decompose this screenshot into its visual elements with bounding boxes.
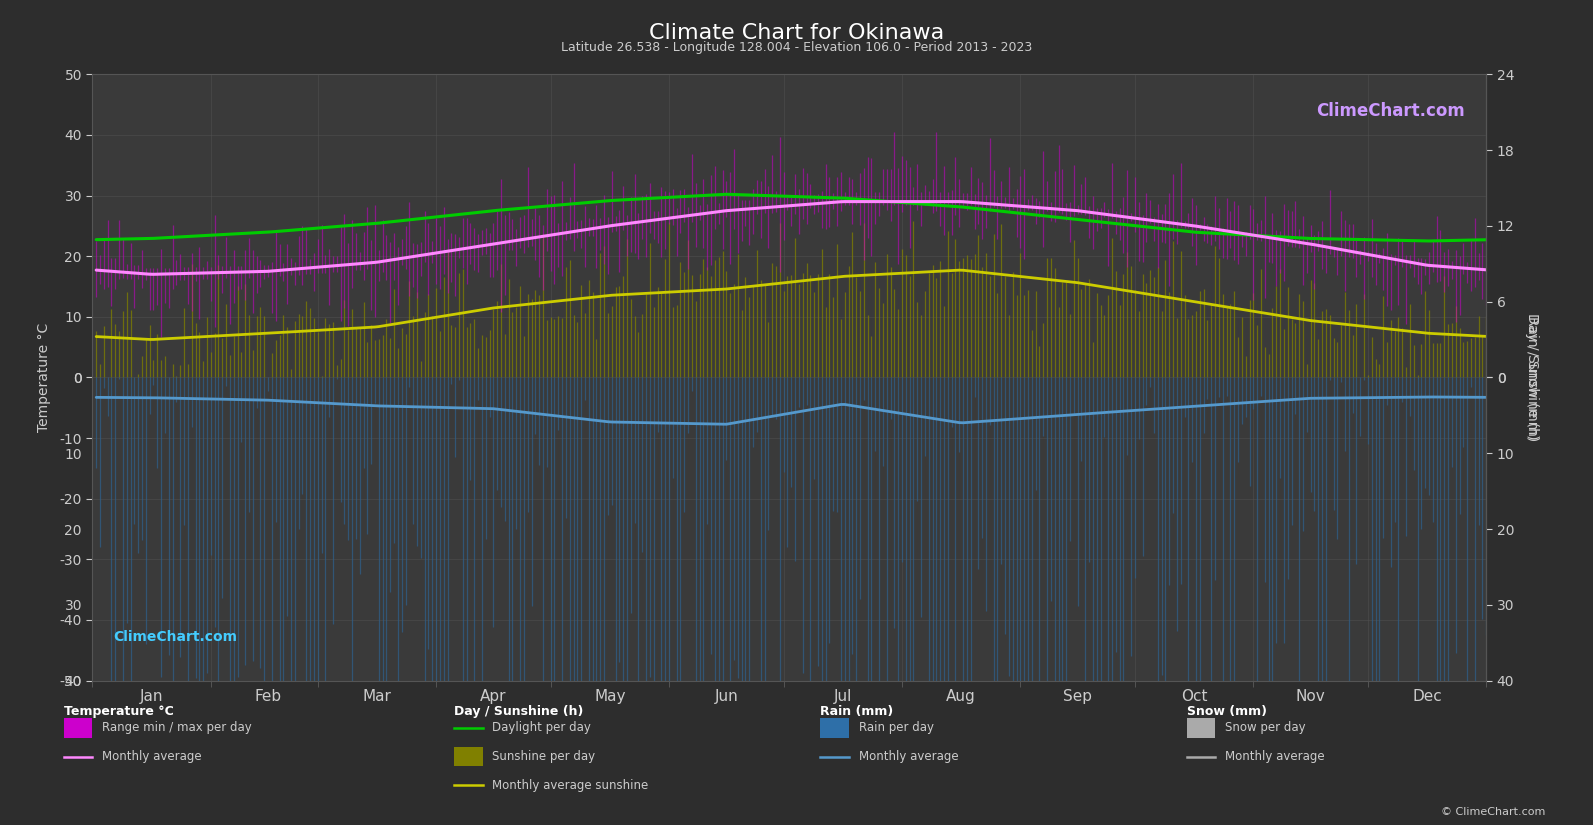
Text: ClimeChart.com: ClimeChart.com — [1316, 101, 1466, 120]
Text: Climate Chart for Okinawa: Climate Chart for Okinawa — [648, 23, 945, 43]
Text: Sunshine per day: Sunshine per day — [492, 750, 596, 763]
Text: ClimeChart.com: ClimeChart.com — [113, 630, 237, 644]
Text: Range min / max per day: Range min / max per day — [102, 721, 252, 734]
Text: Rain per day: Rain per day — [859, 721, 933, 734]
Text: Snow (mm): Snow (mm) — [1187, 705, 1266, 719]
Text: Day / Sunshine (h): Day / Sunshine (h) — [454, 705, 583, 719]
Y-axis label: Day / Sunshine (h): Day / Sunshine (h) — [1526, 314, 1539, 441]
Text: Temperature °C: Temperature °C — [64, 705, 174, 719]
Text: Snow per day: Snow per day — [1225, 721, 1306, 734]
Text: Monthly average: Monthly average — [859, 750, 959, 763]
Text: Monthly average: Monthly average — [1225, 750, 1325, 763]
Y-axis label: Rain / Snow (mm): Rain / Snow (mm) — [1526, 316, 1539, 439]
Y-axis label: Temperature °C: Temperature °C — [37, 323, 51, 432]
Text: © ClimeChart.com: © ClimeChart.com — [1440, 807, 1545, 817]
Text: Latitude 26.538 - Longitude 128.004 - Elevation 106.0 - Period 2013 - 2023: Latitude 26.538 - Longitude 128.004 - El… — [561, 41, 1032, 54]
Text: Monthly average: Monthly average — [102, 750, 202, 763]
Text: Monthly average sunshine: Monthly average sunshine — [492, 779, 648, 792]
Text: Rain (mm): Rain (mm) — [820, 705, 894, 719]
Text: Daylight per day: Daylight per day — [492, 721, 591, 734]
